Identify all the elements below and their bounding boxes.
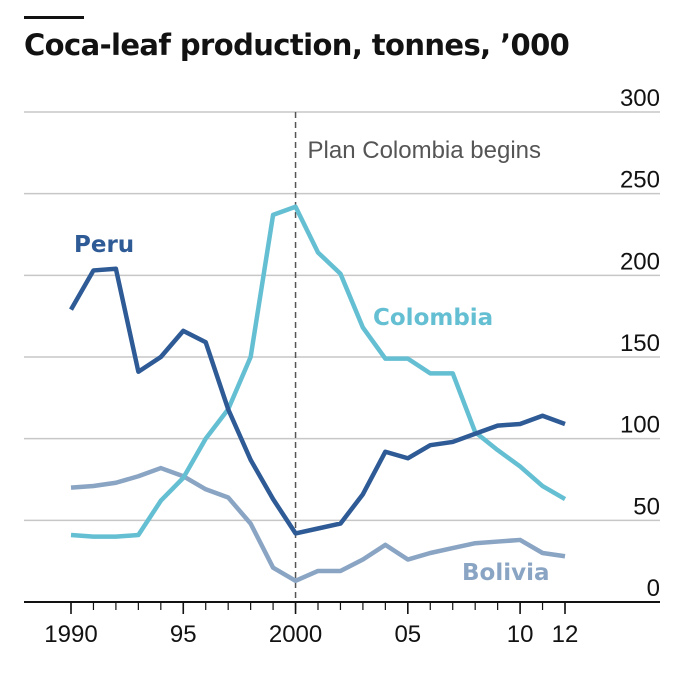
title-rule xyxy=(24,16,84,19)
y-tick-label: 50 xyxy=(633,493,660,520)
x-tick-label: 10 xyxy=(507,621,534,648)
x-tick-label: 05 xyxy=(394,621,421,648)
series-labels: Peru Colombia Bolivia xyxy=(74,232,550,586)
chart-title: Coca-leaf production, tonnes, ’000 xyxy=(24,28,570,62)
x-tick-label: 2000 xyxy=(269,621,322,648)
series-lines xyxy=(69,204,567,584)
series-label-colombia: Colombia xyxy=(373,305,493,331)
y-axis-tick-labels: 0 50 100 150 200 250 300 xyxy=(620,85,660,602)
x-tick-label: 95 xyxy=(170,621,197,648)
y-tick-label: 150 xyxy=(620,330,660,357)
y-tick-label: 0 xyxy=(647,575,660,602)
x-tick-label: 12 xyxy=(552,621,579,648)
grid-lines xyxy=(24,111,660,522)
x-tick-label: 1990 xyxy=(44,621,97,648)
y-tick-label: 100 xyxy=(620,412,660,439)
series-line-bolivia xyxy=(70,465,566,584)
series-label-peru: Peru xyxy=(74,232,134,258)
y-tick-label: 300 xyxy=(620,85,660,112)
series-label-bolivia: Bolivia xyxy=(462,560,550,586)
plan-colombia-annotation: Plan Colombia begins xyxy=(308,137,541,164)
annotation-group: Plan Colombia begins xyxy=(294,112,541,602)
series-line-colombia xyxy=(70,204,567,539)
y-tick-label: 200 xyxy=(620,248,660,275)
y-tick-label: 250 xyxy=(620,167,660,194)
series-line-peru xyxy=(69,266,566,536)
x-axis: 1990 95 2000 05 10 12 xyxy=(24,601,660,648)
